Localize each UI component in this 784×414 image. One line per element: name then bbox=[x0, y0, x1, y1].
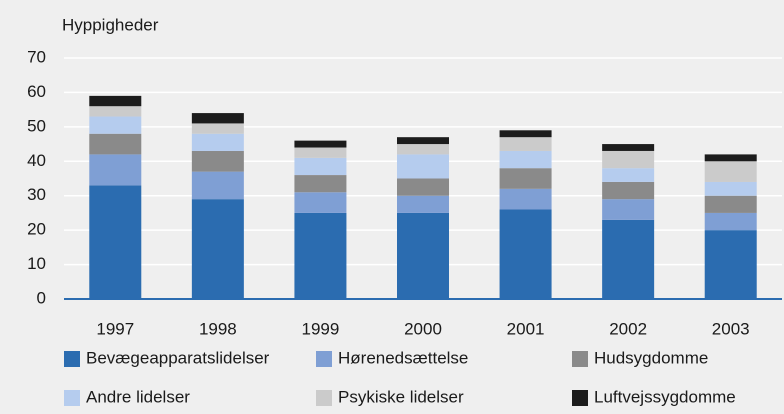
bar-segment bbox=[397, 154, 449, 179]
bar-segment bbox=[602, 168, 655, 182]
y-tick-label: 60 bbox=[27, 82, 46, 101]
bar-segment bbox=[294, 157, 347, 176]
bar-segment bbox=[294, 212, 347, 299]
bar-segment bbox=[602, 181, 655, 200]
bar-segment bbox=[704, 154, 757, 162]
y-tick-label: 10 bbox=[27, 254, 46, 273]
bar-segment bbox=[602, 199, 655, 220]
bar-segment bbox=[704, 181, 757, 196]
bar-segment bbox=[191, 199, 244, 299]
legend-label: Hørenedsættelse bbox=[338, 348, 468, 367]
legend-swatch bbox=[572, 351, 588, 367]
y-tick-label: 40 bbox=[27, 151, 46, 170]
bar-segment bbox=[499, 137, 552, 151]
bar-segment bbox=[191, 150, 244, 172]
bar-segment bbox=[89, 185, 142, 299]
bar-segment bbox=[397, 137, 449, 145]
bar-segment bbox=[602, 219, 655, 299]
bar-segment bbox=[397, 195, 449, 213]
bar-segment bbox=[499, 150, 552, 169]
bar-segment bbox=[191, 133, 244, 151]
bar-segment bbox=[704, 195, 757, 213]
legend-label: Luftvejssygdomme bbox=[594, 387, 736, 406]
bar-segment bbox=[397, 212, 449, 299]
bar-segment bbox=[499, 168, 552, 189]
x-tick-label: 1998 bbox=[199, 319, 237, 338]
bar-segment bbox=[602, 144, 655, 151]
bar-segment bbox=[89, 116, 142, 134]
y-tick-label: 20 bbox=[27, 220, 46, 239]
bar-segment bbox=[397, 144, 449, 155]
legend-swatch bbox=[64, 351, 80, 367]
bar-segment bbox=[294, 147, 347, 158]
bar-segment bbox=[294, 140, 347, 148]
x-tick-label: 2001 bbox=[507, 319, 545, 338]
y-tick-label: 0 bbox=[37, 288, 46, 307]
bar-segment bbox=[704, 230, 757, 299]
legend-label: Bevægeapparatslidelser bbox=[86, 348, 270, 367]
bar-segment bbox=[89, 95, 142, 107]
legend-label: Hudsygdomme bbox=[594, 348, 708, 367]
legend-label: Andre lidelser bbox=[86, 387, 190, 406]
x-tick-label: 1999 bbox=[302, 319, 340, 338]
bar-segment bbox=[397, 178, 449, 196]
legend-label: Psykiske lidelser bbox=[338, 387, 464, 406]
bar-segment bbox=[89, 154, 142, 186]
legend-swatch bbox=[572, 390, 588, 406]
bar-segment bbox=[294, 192, 347, 213]
bar-segment bbox=[191, 171, 244, 200]
bar-segment bbox=[89, 106, 142, 117]
bar-segment bbox=[602, 150, 655, 169]
y-tick-label: 30 bbox=[27, 185, 46, 204]
x-tick-label: 2003 bbox=[712, 319, 750, 338]
x-tick-label: 1997 bbox=[96, 319, 134, 338]
legend-swatch bbox=[316, 351, 332, 367]
bar-segment bbox=[191, 123, 244, 134]
bar-segment bbox=[704, 212, 757, 231]
bar-segment bbox=[499, 209, 552, 299]
bar-segment bbox=[499, 130, 552, 138]
legend-swatch bbox=[316, 390, 332, 406]
bar-segment bbox=[89, 133, 142, 155]
x-tick-label: 2002 bbox=[609, 319, 647, 338]
y-tick-label: 50 bbox=[27, 116, 46, 135]
legend-swatch bbox=[64, 390, 80, 406]
bar-segment bbox=[499, 188, 552, 210]
x-tick-label: 2000 bbox=[404, 319, 442, 338]
y-axis-title: Hyppigheder bbox=[62, 15, 159, 34]
bar-segment bbox=[704, 161, 757, 182]
bar-segment bbox=[294, 175, 347, 193]
bar-segment bbox=[191, 113, 244, 124]
y-tick-label: 70 bbox=[27, 47, 46, 66]
